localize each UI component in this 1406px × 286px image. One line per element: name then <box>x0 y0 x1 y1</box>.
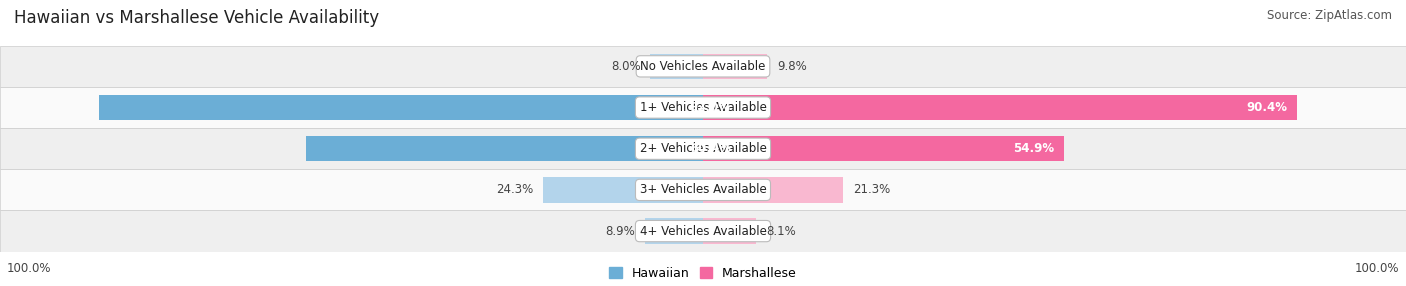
Text: 2+ Vehicles Available: 2+ Vehicles Available <box>640 142 766 155</box>
Text: 8.9%: 8.9% <box>605 225 634 238</box>
Bar <box>703 53 768 79</box>
FancyBboxPatch shape <box>0 210 1406 252</box>
Text: 54.9%: 54.9% <box>1012 142 1054 155</box>
Bar <box>644 218 703 244</box>
Bar <box>703 95 1296 120</box>
Bar <box>651 53 703 79</box>
Text: Hawaiian vs Marshallese Vehicle Availability: Hawaiian vs Marshallese Vehicle Availabi… <box>14 9 380 27</box>
Text: 3+ Vehicles Available: 3+ Vehicles Available <box>640 183 766 196</box>
Text: 4+ Vehicles Available: 4+ Vehicles Available <box>640 225 766 238</box>
Text: 92.0%: 92.0% <box>690 101 731 114</box>
Text: 90.4%: 90.4% <box>1246 101 1286 114</box>
Text: 8.0%: 8.0% <box>612 60 641 73</box>
Text: 100.0%: 100.0% <box>7 262 52 275</box>
Text: 60.4%: 60.4% <box>690 142 731 155</box>
Text: 24.3%: 24.3% <box>496 183 533 196</box>
FancyBboxPatch shape <box>0 128 1406 169</box>
Text: 21.3%: 21.3% <box>853 183 890 196</box>
Text: 100.0%: 100.0% <box>1354 262 1399 275</box>
FancyBboxPatch shape <box>0 169 1406 210</box>
Text: 9.8%: 9.8% <box>778 60 807 73</box>
Bar <box>703 177 844 203</box>
Bar <box>703 136 1064 162</box>
Legend: Hawaiian, Marshallese: Hawaiian, Marshallese <box>609 267 797 280</box>
FancyBboxPatch shape <box>0 46 1406 87</box>
Text: 1+ Vehicles Available: 1+ Vehicles Available <box>640 101 766 114</box>
Bar <box>703 218 756 244</box>
Text: Source: ZipAtlas.com: Source: ZipAtlas.com <box>1267 9 1392 21</box>
Bar <box>543 177 703 203</box>
Text: 8.1%: 8.1% <box>766 225 796 238</box>
Bar <box>307 136 703 162</box>
FancyBboxPatch shape <box>0 87 1406 128</box>
Text: No Vehicles Available: No Vehicles Available <box>640 60 766 73</box>
Bar <box>98 95 703 120</box>
